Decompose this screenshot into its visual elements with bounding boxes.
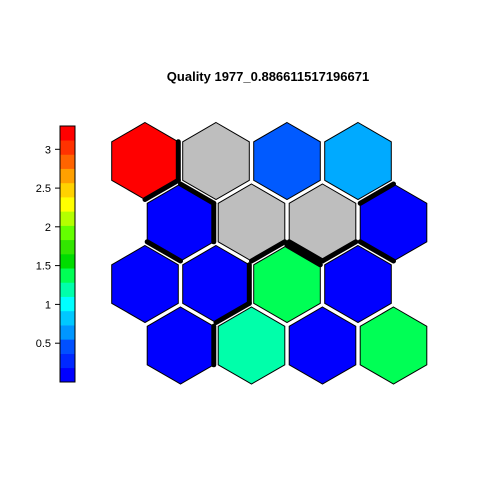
hex-cell-r3-c3 [359, 306, 428, 385]
cluster-boundary-segment [357, 181, 396, 206]
colorbar-swatch [60, 367, 75, 383]
colorbar-swatch [60, 268, 75, 283]
cluster-boundary-segment [284, 243, 323, 268]
cluster-boundary-segment [144, 239, 183, 264]
hex-cell-r0-c3 [324, 121, 392, 201]
colorbar-frame [59, 125, 76, 383]
colorbar-swatch [60, 339, 75, 354]
colorbar-swatch [60, 140, 75, 155]
hex-cell-r0-c2 [253, 121, 321, 201]
colorbar-tick-label: 3 [45, 144, 51, 156]
cluster-boundary-segment [357, 239, 396, 264]
chart-title: Quality 1977_0.886611517196671 [167, 69, 369, 84]
colorbar: 0.5 1 1.5 2 2.5 3 [36, 125, 76, 383]
cluster-boundary-segment [178, 181, 217, 206]
colorbar-tick-label: 1.5 [36, 261, 51, 273]
colorbar-swatch [60, 254, 75, 269]
colorbar-swatch [60, 296, 75, 312]
colorbar-tick-label: 2.5 [36, 183, 51, 195]
colorbar-swatch [60, 353, 75, 369]
colorbar-tick-label: 2 [45, 222, 51, 234]
hex-cell-r3-c1 [217, 306, 286, 385]
cluster-boundary-segment [142, 177, 181, 202]
colorbar-swatch [60, 325, 75, 340]
colorbar-swatch [60, 239, 75, 255]
colorbar-swatch [60, 197, 75, 212]
hex-cell-r0-c1 [182, 121, 250, 201]
colorbar-tick-label: 1 [45, 299, 51, 311]
hex-cell-r3-c0 [146, 306, 215, 385]
cluster-boundary-segment [249, 239, 288, 264]
colorbar-swatch [60, 182, 75, 198]
colorbar-swatch [60, 225, 75, 241]
hex-cell-r2-c0 [111, 244, 179, 324]
hex-cell-r3-c2 [288, 306, 357, 385]
cluster-boundaries [142, 139, 396, 368]
colorbar-swatch [60, 282, 75, 297]
colorbar-swatch [60, 211, 75, 226]
cluster-boundary-segment [213, 300, 252, 325]
colorbar-swatch [60, 154, 75, 169]
cluster-boundary-segment [286, 239, 325, 264]
cluster-boundary-segment [320, 239, 359, 264]
colorbar-swatch [60, 310, 75, 326]
colorbar-swatch [60, 126, 75, 141]
colorbar-swatch [60, 168, 75, 184]
colorbar-tick-label: 0.5 [36, 338, 51, 350]
hex-cell-r2-c3 [324, 244, 392, 324]
